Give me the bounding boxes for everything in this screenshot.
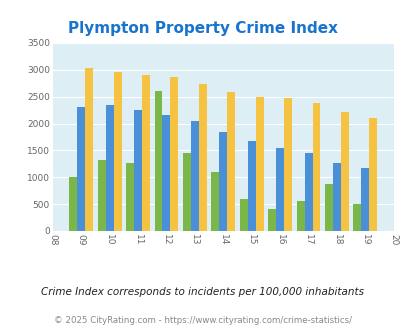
- Bar: [105, 105, 113, 231]
- Bar: [296, 201, 304, 231]
- Text: Plympton Property Crime Index: Plympton Property Crime Index: [68, 21, 337, 36]
- Bar: [312, 103, 320, 231]
- Bar: [219, 132, 227, 231]
- Bar: [360, 168, 369, 231]
- Text: Crime Index corresponds to incidents per 100,000 inhabitants: Crime Index corresponds to incidents per…: [41, 287, 364, 297]
- Bar: [142, 75, 149, 231]
- Bar: [275, 148, 284, 231]
- Bar: [126, 163, 134, 231]
- Bar: [113, 72, 121, 231]
- Bar: [353, 204, 360, 231]
- Bar: [239, 199, 247, 231]
- Bar: [340, 112, 348, 231]
- Bar: [369, 117, 376, 231]
- Bar: [77, 107, 85, 231]
- Bar: [69, 177, 77, 231]
- Bar: [268, 209, 275, 231]
- Bar: [183, 152, 190, 231]
- Bar: [154, 91, 162, 231]
- Bar: [198, 84, 206, 231]
- Bar: [227, 91, 234, 231]
- Bar: [211, 172, 219, 231]
- Bar: [190, 121, 198, 231]
- Bar: [98, 160, 105, 231]
- Bar: [332, 163, 340, 231]
- Bar: [324, 184, 332, 231]
- Bar: [170, 77, 178, 231]
- Bar: [284, 98, 291, 231]
- Bar: [247, 141, 255, 231]
- Bar: [85, 68, 93, 231]
- Bar: [304, 153, 312, 231]
- Bar: [134, 110, 142, 231]
- Bar: [255, 97, 263, 231]
- Legend: Plympton, Massachusetts, National: Plympton, Massachusetts, National: [60, 327, 385, 330]
- Text: © 2025 CityRating.com - https://www.cityrating.com/crime-statistics/: © 2025 CityRating.com - https://www.city…: [54, 316, 351, 325]
- Bar: [162, 115, 170, 231]
